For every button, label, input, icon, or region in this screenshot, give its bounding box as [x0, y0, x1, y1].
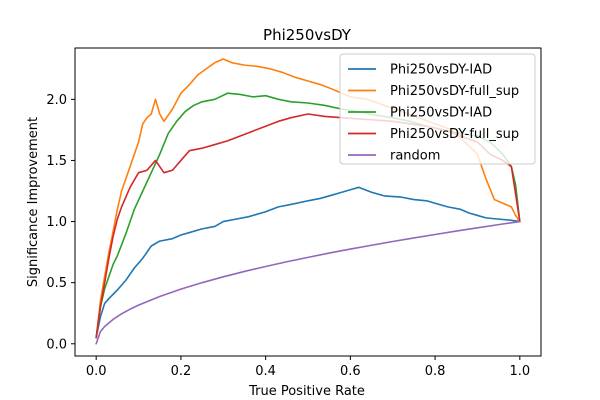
legend-label-3: Phi250vsDY-IAD: [390, 106, 492, 121]
x-axis-label: True Positive Rate: [248, 384, 365, 399]
legend-label-5: random: [390, 149, 440, 164]
x-tick-label: 0.2: [171, 364, 192, 379]
y-axis-label: Significance Improvement: [26, 117, 41, 287]
x-tick-label: 0.0: [86, 364, 107, 379]
legend: Phi250vsDY-IAD Phi250vsDY-full_sup Phi250v…: [340, 54, 535, 164]
x-tick-label: 1.0: [509, 364, 530, 379]
x-tick-label: 0.6: [340, 364, 361, 379]
legend-label-1: Phi250vsDY-IAD: [390, 63, 492, 78]
y-tick-label: 2.0: [46, 93, 67, 108]
legend-label-2: Phi250vsDY-full_sup: [390, 84, 519, 99]
legend-label-4: Phi250vsDY-full_sup: [390, 127, 519, 142]
y-tick-label: 0.5: [46, 276, 67, 291]
x-tick-label: 0.4: [255, 364, 276, 379]
y-tick-label: 1.5: [46, 154, 67, 169]
chart-title: Phi250vsDY: [263, 26, 352, 44]
y-tick-label: 0.0: [46, 337, 67, 352]
y-tick-label: 1.0: [46, 215, 67, 230]
x-tick-label: 0.8: [425, 364, 446, 379]
